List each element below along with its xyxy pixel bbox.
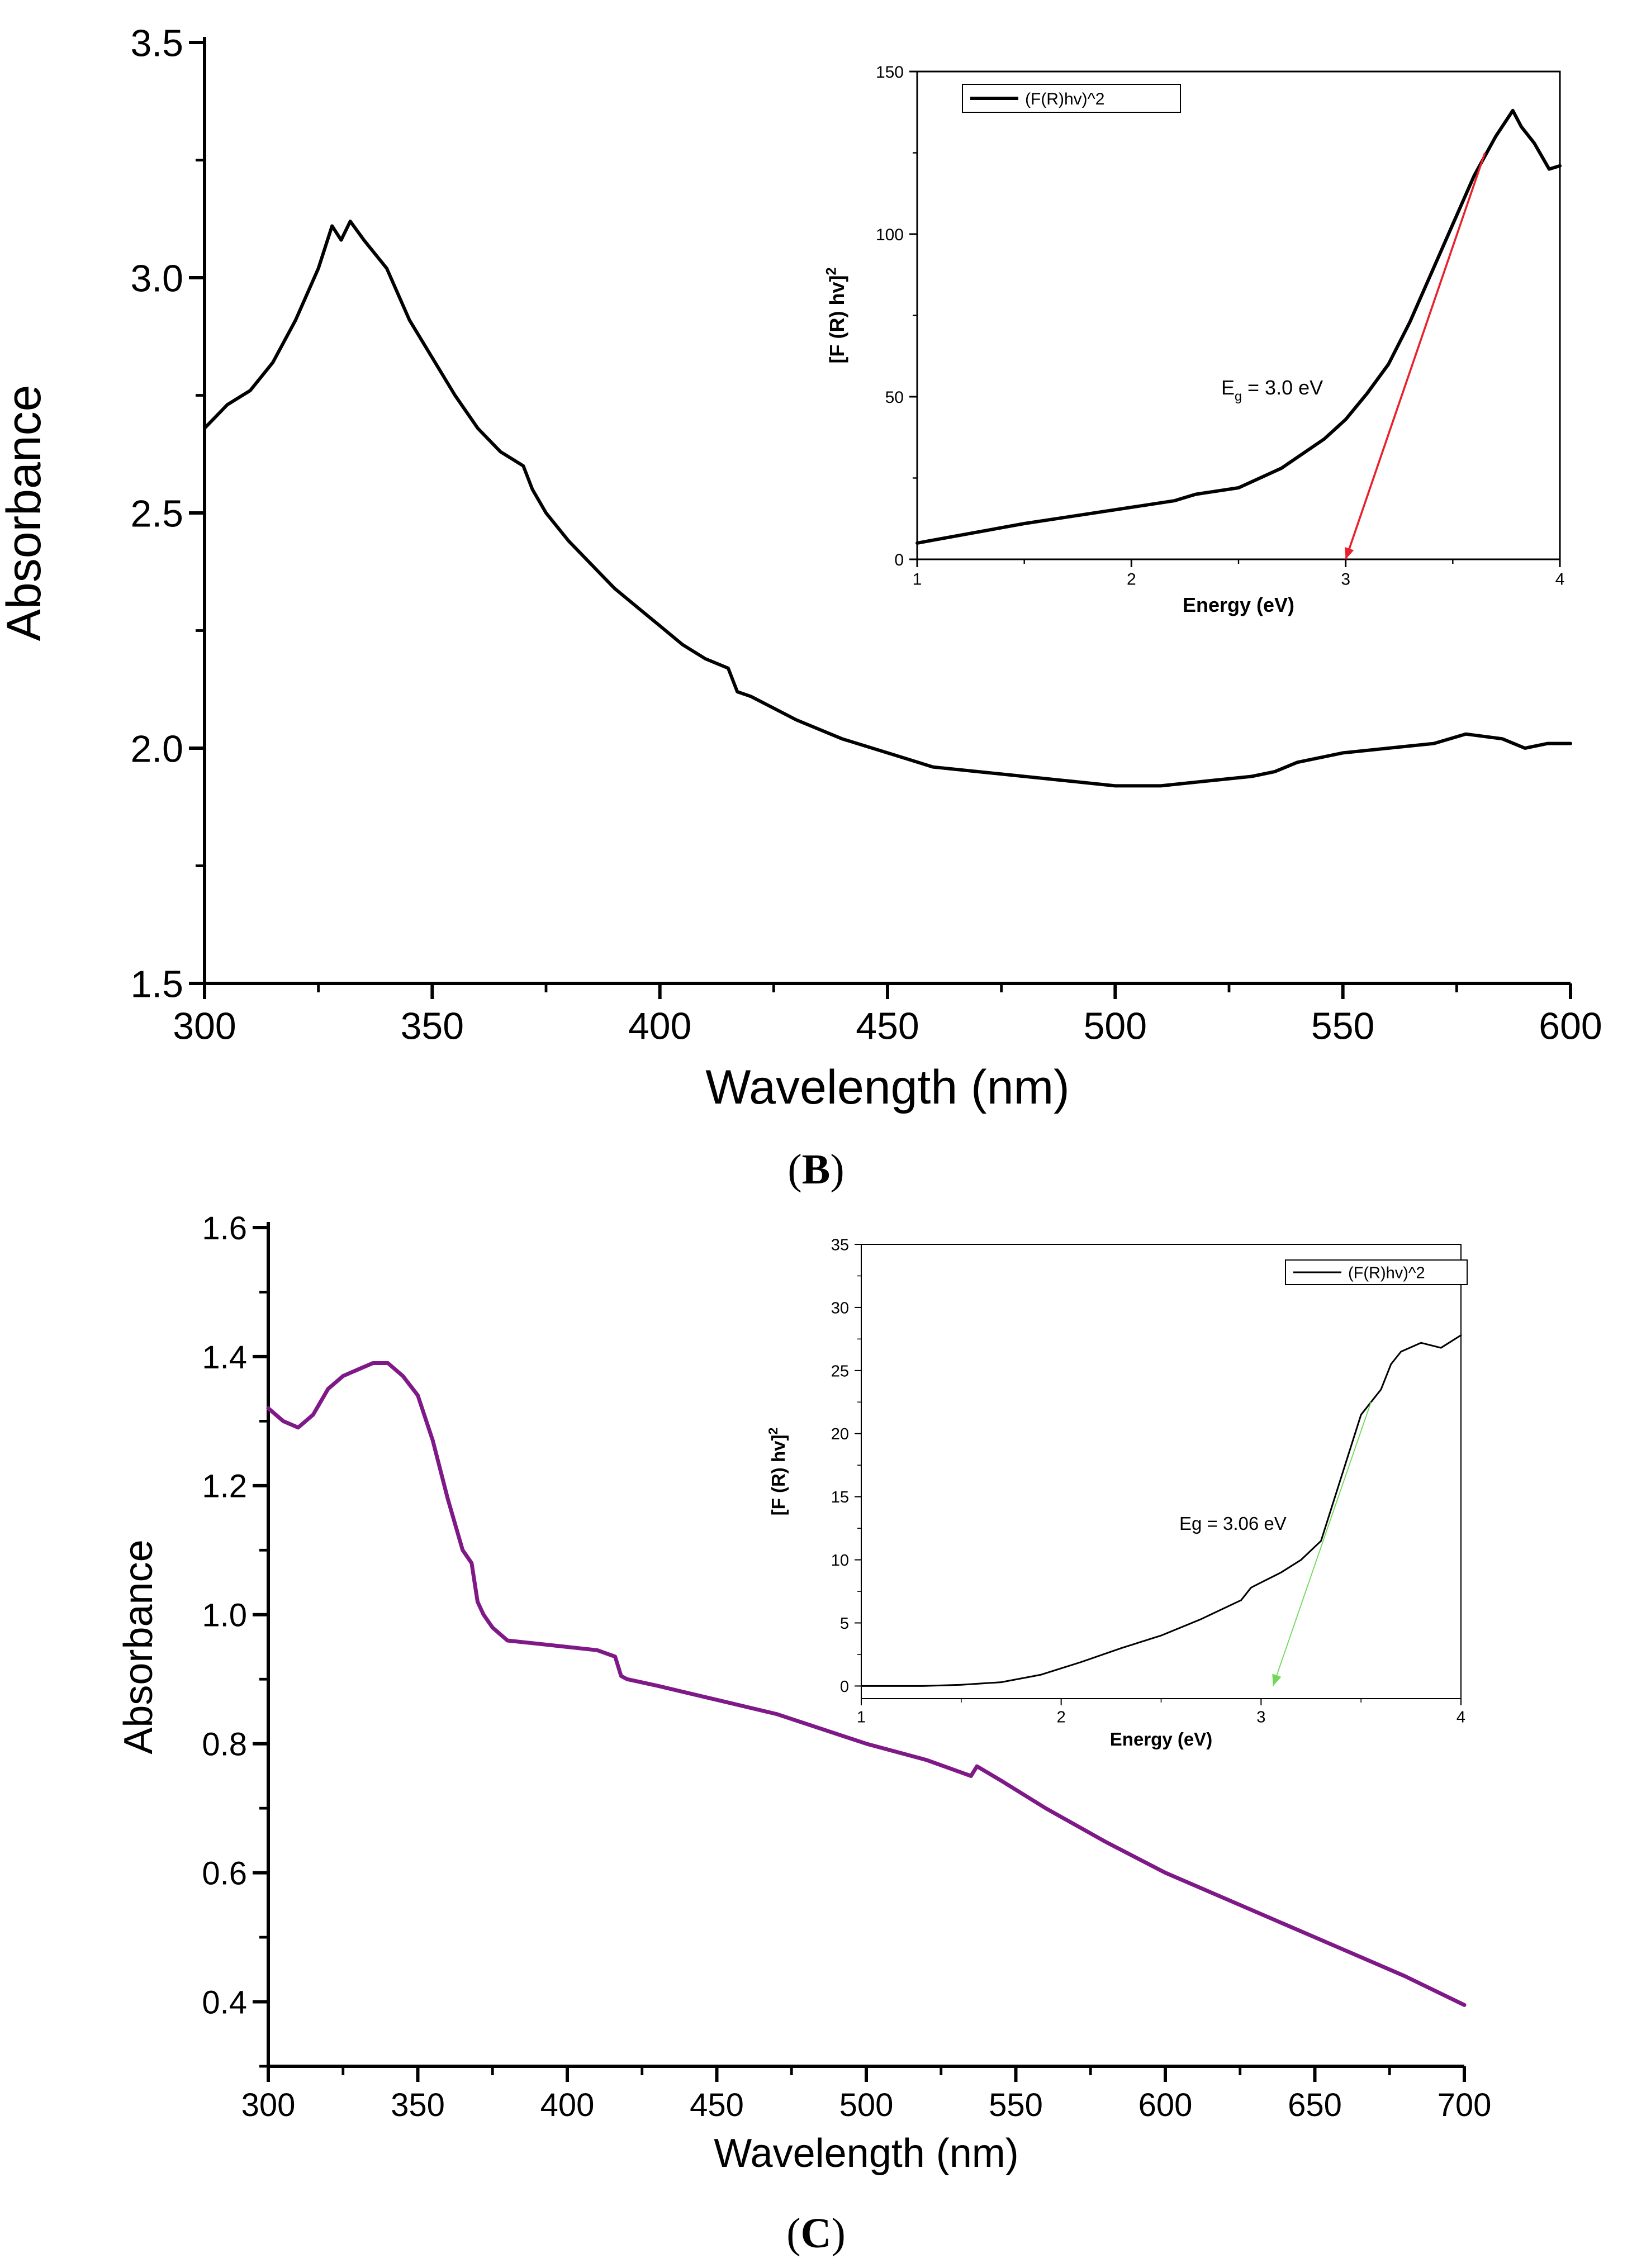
y-tick-label: 100 xyxy=(876,226,904,244)
y-tick-label: 1.2 xyxy=(202,1468,247,1505)
y-tick-label: 3.0 xyxy=(130,257,183,299)
y-tick-label: 5 xyxy=(840,1615,849,1633)
x-tick-label: 500 xyxy=(839,2087,894,2123)
x-tick-label: 450 xyxy=(690,2087,744,2123)
y-tick-label: 25 xyxy=(831,1362,849,1380)
x-tick-label: 600 xyxy=(1138,2087,1193,2123)
y-tick-label: 1.6 xyxy=(202,1210,247,1247)
y-tick-label: 2.0 xyxy=(130,728,183,770)
x-tick-label: 300 xyxy=(173,1005,236,1047)
x-tick-label: 3 xyxy=(1256,1708,1265,1726)
x-axis-title: Energy (eV) xyxy=(1183,593,1294,616)
x-tick-label: 2 xyxy=(1127,570,1136,589)
y-tick-label: 0 xyxy=(894,551,904,569)
fit-line xyxy=(1344,152,1486,560)
x-tick-label: 700 xyxy=(1438,2087,1492,2123)
y-tick-label: 2.5 xyxy=(130,492,183,535)
x-axis-title: Energy (eV) xyxy=(1110,1729,1212,1749)
x-tick-label: 4 xyxy=(1555,570,1565,589)
y-tick-label: 0.6 xyxy=(202,1855,247,1891)
x-tick-label: 350 xyxy=(401,1005,464,1047)
fit-line xyxy=(1272,1401,1372,1686)
plot-frame xyxy=(861,1244,1462,1699)
chart-2: 1 2 3 4 0 50 100 150 Energy (eV) [F (R) hv]2 (F(R)… xyxy=(824,63,1565,616)
y-tick-label: 50 xyxy=(885,388,904,407)
y-tick-label: 1.4 xyxy=(202,1339,247,1376)
y-tick-label: 0.8 xyxy=(202,1727,247,1763)
bandgap-annotation: Eg = 3.06 eV xyxy=(1179,1513,1287,1534)
x-tick-label: 1 xyxy=(913,570,922,589)
series-line-1 xyxy=(915,108,1562,545)
x-tick-label: 550 xyxy=(989,2087,1043,2123)
chart-4: 1 2 3 4 0 5 10 15 20 25 30 35 Energy (eV) [F (R) hv]2… xyxy=(766,1236,1468,1749)
chart-3: 300 350 400 450 500 550 600 650 7000.40.60.81.01… xyxy=(116,1210,1491,2176)
y-tick-label: 30 xyxy=(831,1299,849,1317)
x-tick-label: 600 xyxy=(1539,1005,1602,1047)
y-axis-title: Absorbance xyxy=(116,1539,161,1754)
y-tick-label: 15 xyxy=(831,1489,849,1506)
panel-caption-C: (C) xyxy=(786,2210,846,2257)
series-line-1 xyxy=(203,220,1572,788)
y-tick-label: 1.5 xyxy=(130,963,183,1005)
x-tick-label: 350 xyxy=(391,2087,445,2123)
x-tick-label: 650 xyxy=(1288,2087,1342,2123)
panel-caption-B: (B) xyxy=(787,1146,844,1193)
x-tick-label: 400 xyxy=(628,1005,691,1047)
fit-arrowhead xyxy=(1345,547,1354,559)
y-tick-label: 20 xyxy=(831,1425,849,1443)
x-tick-label: 550 xyxy=(1311,1005,1374,1047)
y-tick-label: 1.0 xyxy=(202,1597,247,1634)
x-axis-title: Wavelength (nm) xyxy=(705,1061,1070,1114)
series-line-1 xyxy=(266,1361,1467,2007)
y-tick-label: 0.4 xyxy=(202,1984,247,2020)
y-tick-label: 35 xyxy=(831,1236,849,1254)
y-tick-label: 0 xyxy=(840,1678,849,1696)
legend-label: (F(R)hv)^2 xyxy=(1348,1264,1425,1282)
x-tick-label: 2 xyxy=(1057,1708,1066,1726)
y-tick-label: 150 xyxy=(876,63,904,82)
x-axis-title: Wavelength (nm) xyxy=(714,2131,1019,2176)
x-tick-label: 300 xyxy=(241,2087,296,2123)
x-tick-label: 3 xyxy=(1341,570,1350,589)
y-axis-title: Absorbance xyxy=(0,385,51,641)
bandgap-annotation: Eg = 3.0 eV xyxy=(1221,376,1323,403)
series-line-1 xyxy=(860,1334,1462,1687)
y-axis-title: [F (R) hv]2 xyxy=(766,1428,789,1516)
y-tick-label: 10 xyxy=(831,1552,849,1570)
x-tick-label: 450 xyxy=(856,1005,919,1047)
y-axis-title: [F (R) hv]2 xyxy=(824,268,848,364)
chart-1: 300 350 400 450 500 550 6001.52.02.53.03.5Wave… xyxy=(0,22,1602,1114)
x-tick-label: 1 xyxy=(857,1708,866,1726)
x-tick-label: 4 xyxy=(1457,1708,1465,1726)
x-tick-label: 500 xyxy=(1084,1005,1147,1047)
y-tick-label: 3.5 xyxy=(130,22,183,64)
x-tick-label: 400 xyxy=(540,2087,595,2123)
fit-arrowhead xyxy=(1272,1673,1282,1686)
legend-label: (F(R)hv)^2 xyxy=(1025,90,1104,108)
